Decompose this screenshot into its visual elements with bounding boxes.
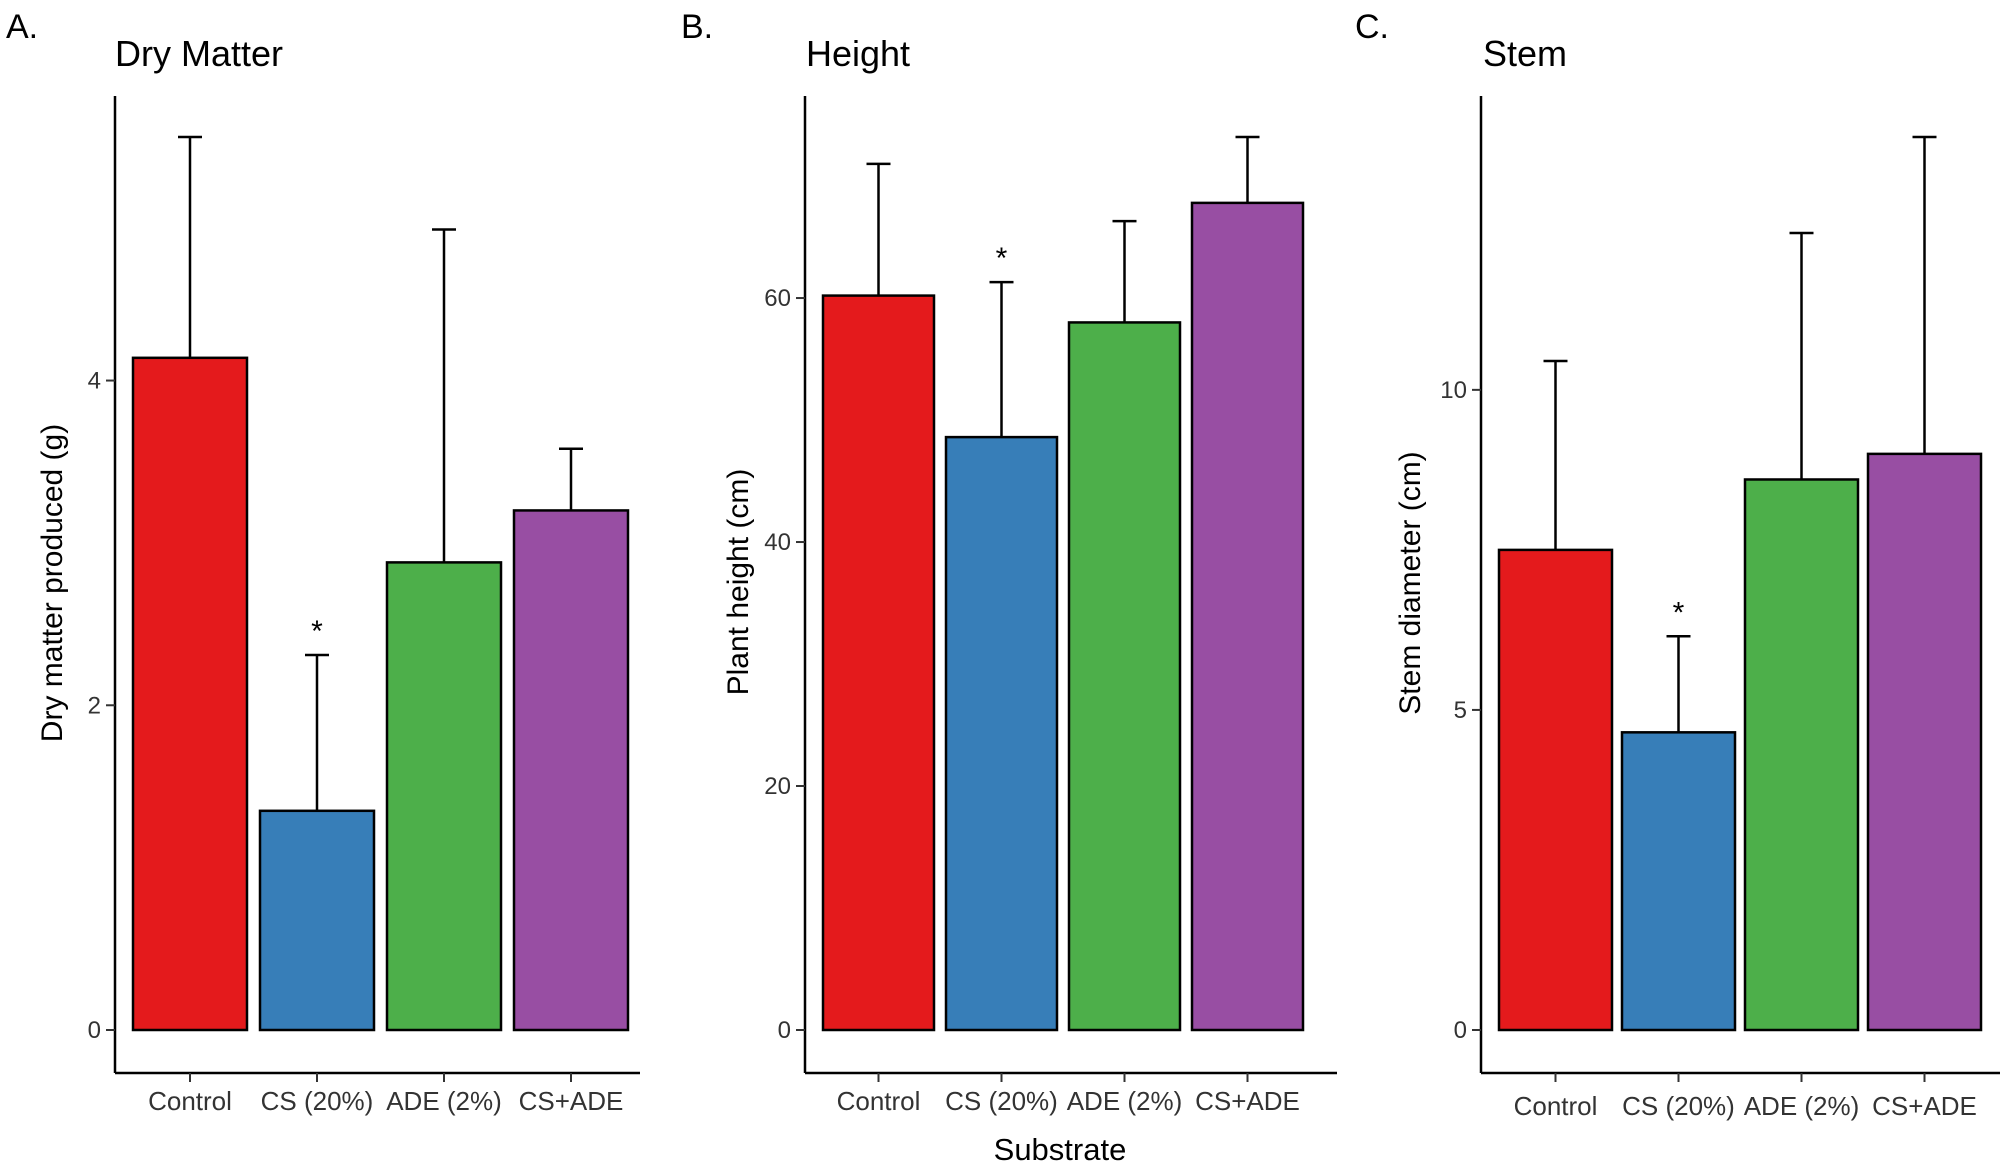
- panel-letter: A.: [6, 8, 38, 46]
- x-tick-label: CS+ADE: [1872, 1091, 1977, 1121]
- y-tick-label: 0: [88, 1017, 101, 1044]
- bar: [1743, 478, 1860, 1032]
- y-axis-label: Stem diameter (cm): [1394, 451, 1427, 714]
- y-tick-label: 10: [1440, 377, 1467, 404]
- x-tick-label: Control: [1514, 1091, 1598, 1121]
- y-tick-label: 0: [778, 1017, 791, 1044]
- x-tick-label: CS+ADE: [1195, 1086, 1300, 1116]
- panel-letter: B.: [681, 8, 713, 46]
- bar: [131, 356, 249, 1032]
- x-tick-label: ADE (2%): [1067, 1086, 1183, 1116]
- significance-marker: *: [311, 615, 323, 648]
- y-tick-label: 20: [764, 773, 791, 800]
- x-tick-label: CS (20%): [261, 1086, 374, 1116]
- y-tick-label: 5: [1454, 697, 1467, 724]
- panel-title: Stem: [1483, 33, 1567, 74]
- bar: [1497, 548, 1614, 1032]
- bar: [1067, 321, 1182, 1032]
- y-axis-label: Plant height (cm): [722, 469, 755, 696]
- x-tick-label: CS+ADE: [519, 1086, 624, 1116]
- y-axis-label: Dry matter produced (g): [36, 424, 69, 742]
- panel-letter: C.: [1355, 8, 1389, 46]
- significance-marker: *: [996, 242, 1008, 275]
- y-tick-label: 60: [764, 285, 791, 312]
- panel-title: Dry Matter: [115, 33, 283, 74]
- bar: [1866, 452, 1983, 1032]
- bar: [258, 809, 376, 1032]
- x-tick-label: Control: [837, 1086, 921, 1116]
- x-axis-label: Substrate: [994, 1132, 1127, 1167]
- bar: [1620, 731, 1737, 1032]
- panel-title: Height: [806, 33, 910, 74]
- significance-marker: *: [1673, 596, 1685, 629]
- bar: [1190, 201, 1305, 1032]
- x-tick-label: Control: [148, 1086, 232, 1116]
- y-tick-label: 2: [88, 692, 101, 719]
- bar: [512, 509, 630, 1032]
- bar: [821, 294, 936, 1032]
- x-tick-label: ADE (2%): [1744, 1091, 1860, 1121]
- bar: [944, 435, 1059, 1032]
- y-tick-label: 4: [88, 368, 101, 395]
- y-tick-label: 40: [764, 529, 791, 556]
- bar: [385, 561, 503, 1032]
- x-tick-label: CS (20%): [945, 1086, 1058, 1116]
- x-tick-label: ADE (2%): [386, 1086, 502, 1116]
- y-tick-label: 0: [1454, 1017, 1467, 1044]
- x-tick-label: CS (20%): [1622, 1091, 1735, 1121]
